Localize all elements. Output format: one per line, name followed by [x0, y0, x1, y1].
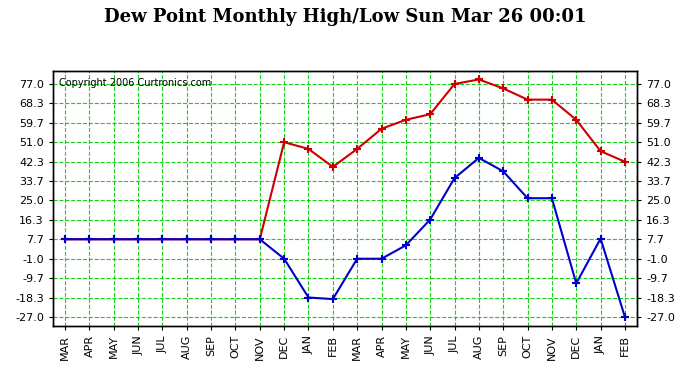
Text: Copyright 2006 Curtronics.com: Copyright 2006 Curtronics.com	[59, 78, 211, 88]
Text: Dew Point Monthly High/Low Sun Mar 26 00:01: Dew Point Monthly High/Low Sun Mar 26 00…	[104, 8, 586, 26]
